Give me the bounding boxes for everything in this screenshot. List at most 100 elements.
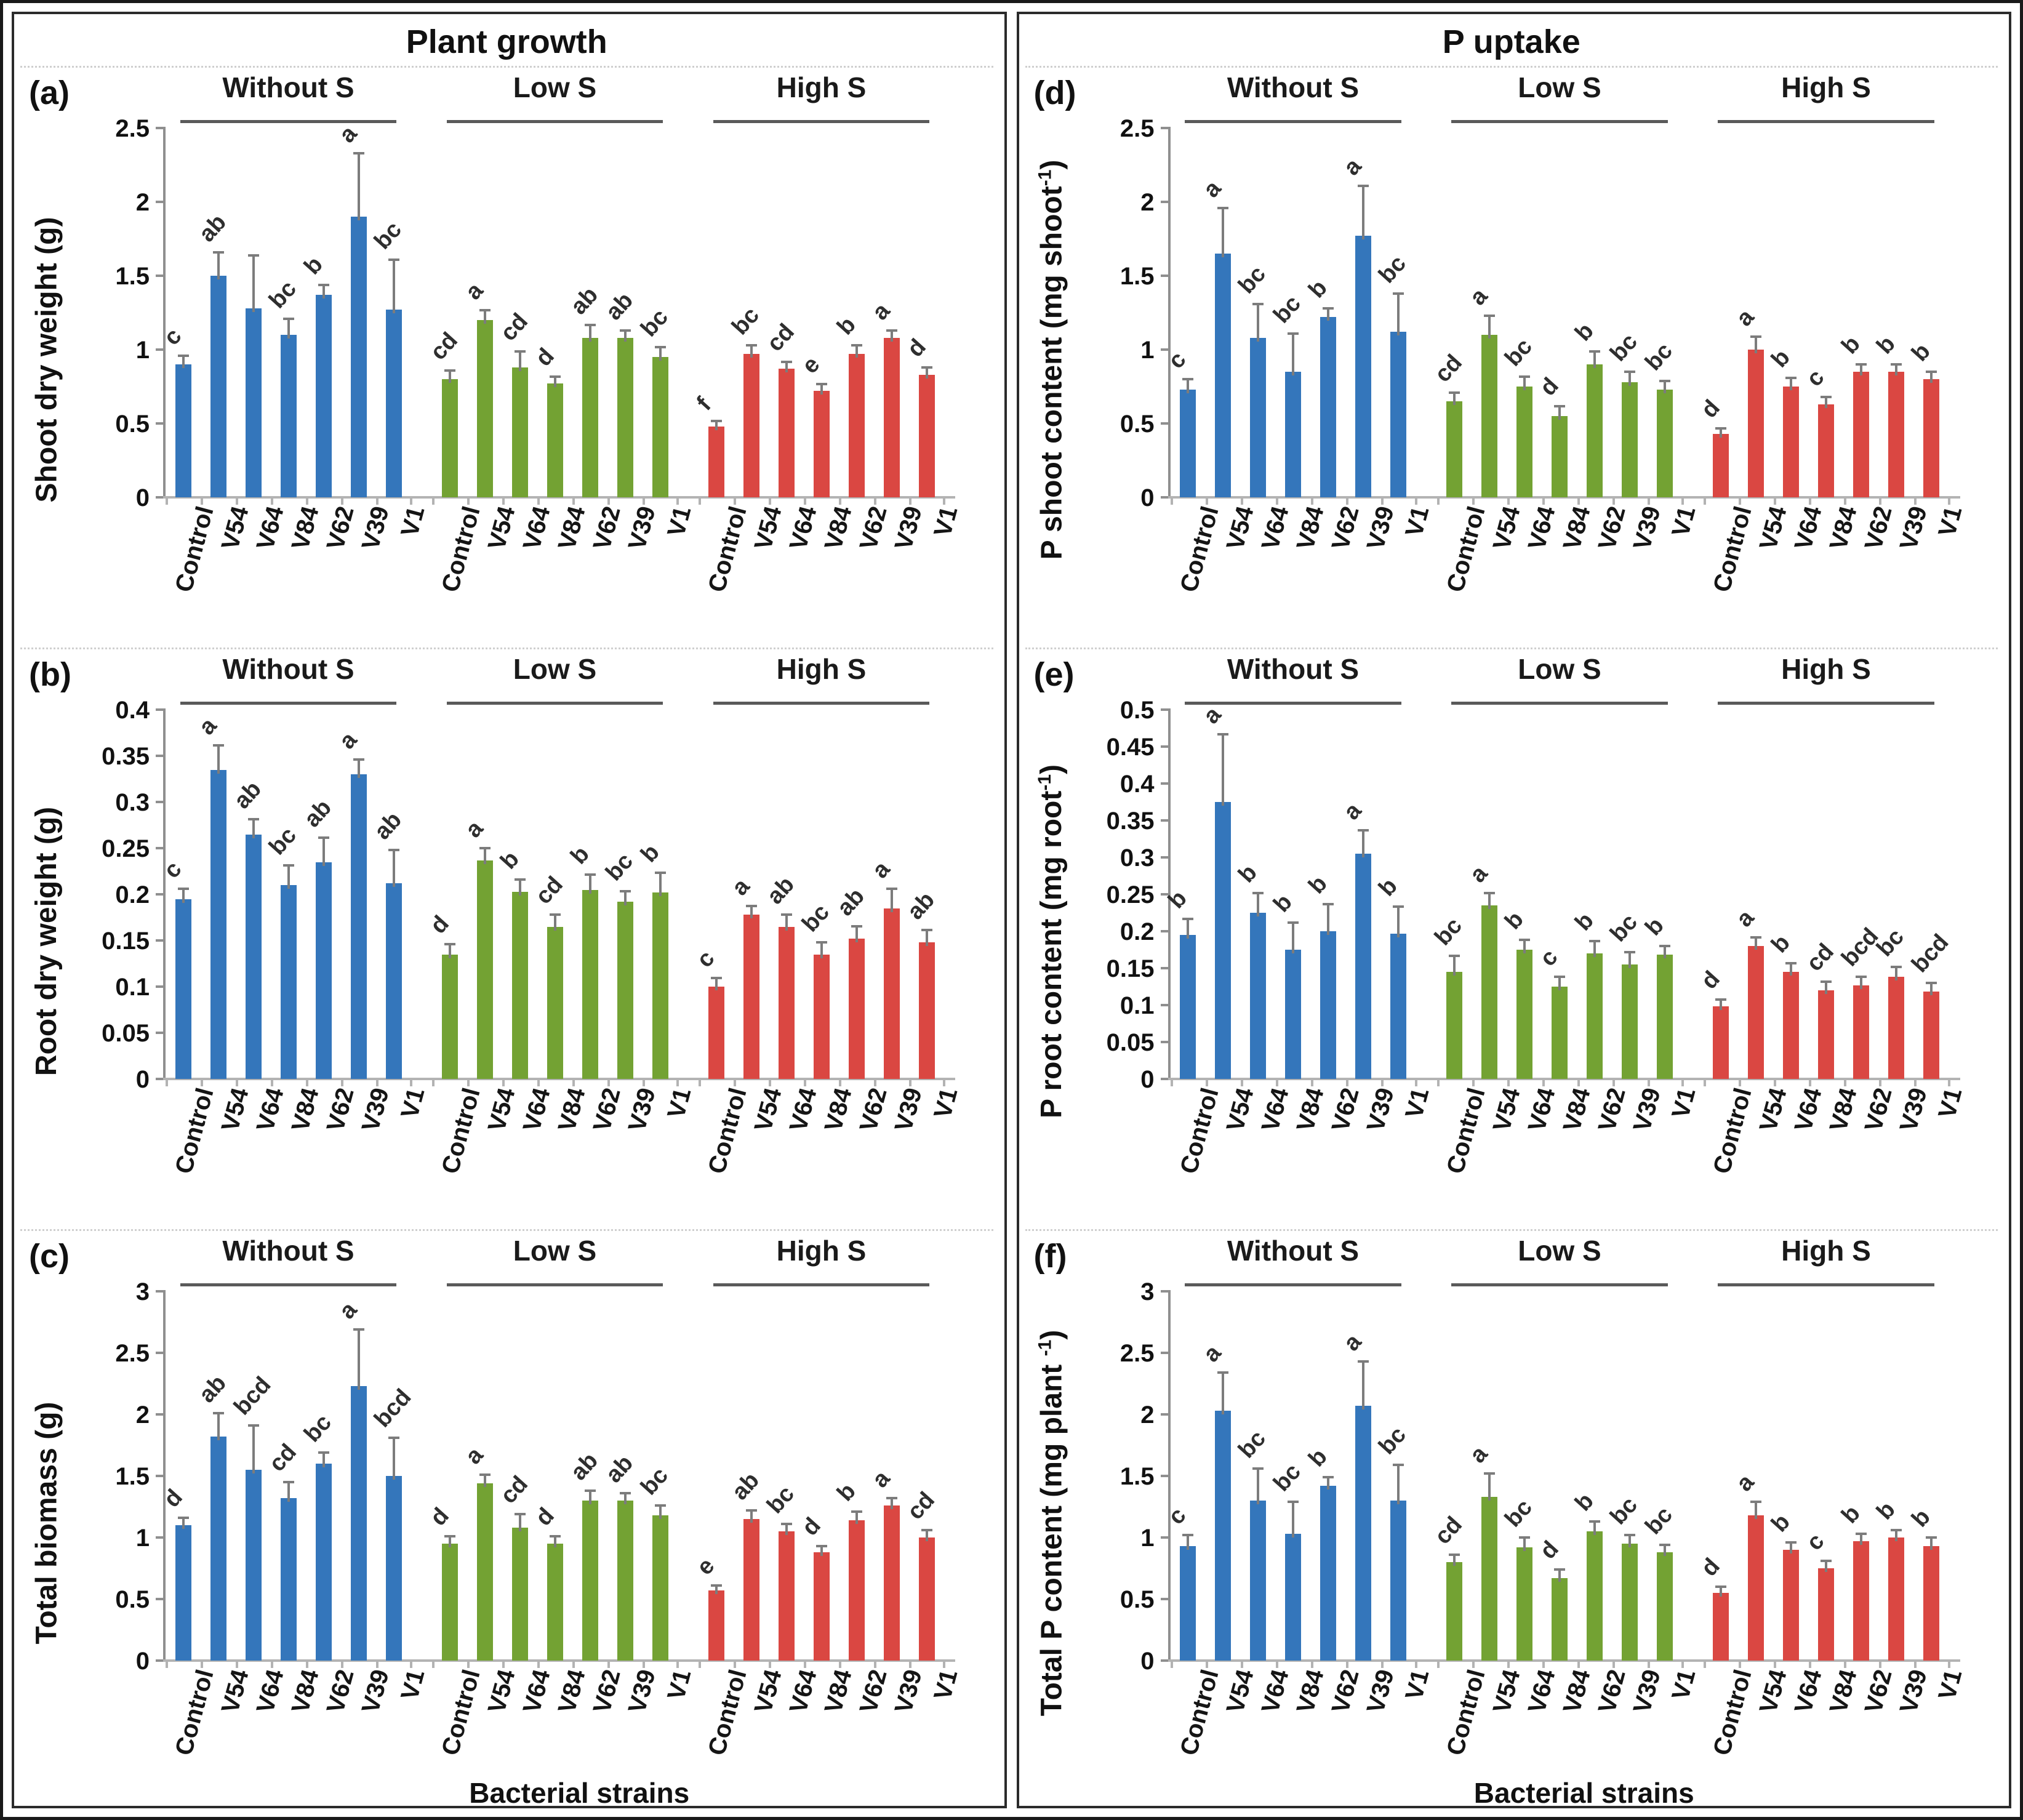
x-tick-mark	[1414, 497, 1417, 505]
x-category-label: V1	[1667, 1085, 1701, 1121]
x-tick-mark	[376, 1661, 379, 1668]
x-category-label: V54	[1488, 1667, 1526, 1717]
x-category-label: Control	[170, 1085, 220, 1177]
significance-letter: e	[796, 351, 825, 379]
x-tick-mark	[1436, 497, 1440, 505]
error-bar-stem	[1558, 407, 1561, 420]
bar-V39	[1355, 854, 1371, 1079]
y-tick-mark	[1160, 1352, 1171, 1354]
bar-V1	[1390, 332, 1406, 497]
group-header-label: Without S	[1227, 1235, 1360, 1267]
x-category-label: V84	[1291, 1667, 1329, 1717]
y-tick-label: 2.5	[1120, 115, 1155, 142]
error-bar-cap	[1856, 1533, 1867, 1535]
error-bar-cap	[514, 350, 526, 353]
y-tick-label: 0.05	[1106, 1029, 1155, 1056]
y-tick-label: 0.5	[1120, 411, 1155, 438]
significance-letter: b	[1907, 339, 1936, 367]
error-bar-stem	[1257, 1470, 1259, 1504]
bar-V1	[918, 1537, 935, 1661]
y-axis-label-col: P root content (mg root-1)	[1025, 653, 1078, 1229]
error-bar-stem	[1397, 1466, 1400, 1504]
significance-letter: bc	[635, 1462, 673, 1501]
error-bar-cap	[282, 318, 294, 320]
x-category-label: V84	[553, 503, 591, 553]
significance-letter: d	[530, 1502, 559, 1531]
bar-V1	[1923, 1546, 1939, 1661]
error-bar-stem	[659, 1507, 662, 1519]
x-category-label: V39	[1361, 1667, 1400, 1717]
significance-letter: d	[902, 334, 931, 363]
y-tick-label: 0	[135, 484, 150, 511]
plot-area: b a b b b a b bc a b c b bc b d a b cd bcd bc bcd	[1163, 702, 1960, 1086]
error-bar-cap	[282, 864, 294, 867]
bar-V54	[1215, 802, 1231, 1079]
bar-V84	[1285, 950, 1301, 1079]
significance-letter: a	[1339, 153, 1367, 181]
x-tick-zone: Control V54 V64 V84 V62 V39 V1 Control V54 V64 V84…	[1171, 497, 1998, 613]
x-category-label: V39	[1628, 1085, 1666, 1135]
bar-group-low-s: cd a cd d ab ab bc	[425, 128, 679, 505]
bar-V39	[1888, 372, 1904, 497]
error-bar-cap	[1288, 332, 1299, 335]
error-bar-cap	[619, 890, 631, 892]
x-tick-mark	[1612, 1079, 1615, 1086]
bar-V54	[476, 320, 493, 497]
y-tick-label: 2	[1140, 1401, 1155, 1429]
bar-V64	[511, 367, 528, 497]
x-tick-mark	[734, 497, 736, 505]
x-tick-mark	[341, 1661, 343, 1668]
y-tick-mark	[156, 1536, 166, 1539]
x-category-label: V62	[588, 503, 627, 553]
y-tick-label: 0.5	[115, 1586, 150, 1613]
significance-letter: ab	[228, 776, 266, 814]
significance-letter: b	[1304, 275, 1332, 303]
x-tick-mark	[306, 1661, 308, 1668]
error-bar-cap	[1217, 1371, 1228, 1374]
error-bar-stem	[322, 1454, 325, 1467]
group-header-high-s: High S	[699, 71, 944, 128]
x-tick-mark	[874, 1079, 876, 1086]
significance-letter: cd	[761, 318, 799, 356]
error-bar-cap	[549, 375, 561, 378]
error-bar-cap	[710, 1584, 722, 1587]
x-category-label: V1	[395, 1085, 430, 1121]
x-category-label: V64	[1789, 1667, 1827, 1717]
left-box-title: Plant growth	[406, 23, 607, 60]
error-bar-stem	[1825, 1562, 1827, 1572]
x-tick-mark	[839, 497, 841, 505]
error-bar-stem	[1397, 907, 1400, 937]
bar-V39	[1355, 236, 1371, 497]
x-tick-mark	[306, 1079, 308, 1086]
y-tick-mark	[156, 1290, 166, 1293]
x-category-label: V62	[1326, 503, 1364, 553]
error-bar-stem	[518, 1515, 521, 1531]
significance-letter: bc	[1500, 1494, 1537, 1533]
x-category-label: V62	[855, 503, 893, 553]
panel-letter-d: (d)	[1033, 74, 1076, 111]
y-tick-label: 0	[1140, 484, 1155, 511]
significance-letter: bc	[1233, 261, 1271, 299]
error-bar-stem	[925, 931, 928, 946]
chart-area-e: 0 0.05 0.1 0.15 0.2 0.25 0.3 0.35 0.4 0.45 0.5 b a b b…	[1078, 697, 1998, 1093]
x-tick-mark	[1345, 497, 1348, 505]
x-category-label: V54	[1221, 503, 1259, 553]
bar-V39	[1622, 964, 1638, 1079]
significance-letter: bc	[1374, 251, 1411, 289]
significance-letter: a	[1198, 175, 1227, 203]
x-category-label: V84	[1824, 1667, 1862, 1717]
error-bar-cap	[584, 873, 596, 876]
x-tick-mark	[1436, 1079, 1440, 1086]
y-tick-mark	[1160, 819, 1171, 822]
y-tick-label: 1.5	[1120, 1463, 1155, 1490]
error-bar-cap	[815, 1545, 827, 1547]
x-category-label: V39	[890, 1085, 928, 1135]
significance-letter: bc	[1605, 1492, 1643, 1530]
x-tick-mark	[201, 1079, 203, 1086]
bar-V62	[1587, 953, 1603, 1079]
y-tick-mark	[1160, 1598, 1171, 1600]
significance-letter: bc	[298, 1409, 337, 1448]
x-tick-mark	[271, 497, 273, 505]
